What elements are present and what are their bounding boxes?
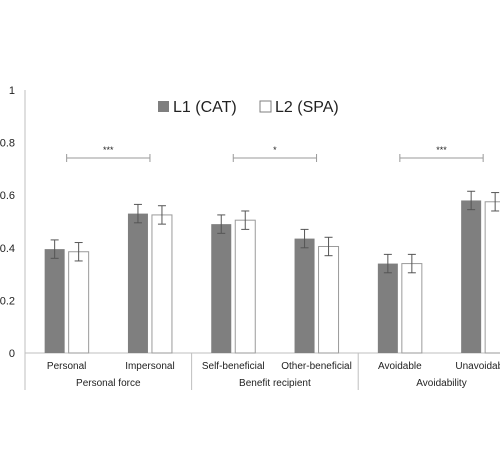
category-label: Impersonal bbox=[125, 361, 174, 372]
bar-l2 bbox=[318, 245, 340, 354]
category-label: Personal bbox=[47, 361, 86, 372]
category-label: Other-beneficial bbox=[281, 361, 352, 372]
y-tick-label: 0 bbox=[9, 348, 15, 360]
bar-l1 bbox=[461, 200, 482, 353]
bar-l1 bbox=[377, 263, 398, 353]
group-label: Benefit recipient bbox=[239, 378, 311, 389]
legend-label: L2 (SPA) bbox=[275, 99, 339, 116]
category-labels: Personal Impersonal Self-beneficial Other-b… bbox=[47, 361, 500, 389]
y-ticks: 0 0.2 0.4 0.6 0.8 1 bbox=[0, 85, 15, 360]
significance-label: *** bbox=[436, 145, 447, 155]
y-tick-label: 0.8 bbox=[0, 138, 15, 150]
significance-label: * bbox=[273, 145, 277, 155]
significance-label: *** bbox=[103, 145, 114, 155]
bar-l2 bbox=[151, 214, 173, 354]
group-label: Personal force bbox=[76, 378, 141, 389]
bars bbox=[44, 200, 500, 354]
bar-l2 bbox=[68, 251, 90, 354]
bar-l1 bbox=[294, 238, 315, 353]
legend-swatch bbox=[158, 101, 169, 112]
bar-l2 bbox=[484, 201, 500, 354]
category-label: Avoidable bbox=[378, 361, 422, 372]
significance-brackets: *** * *** bbox=[66, 145, 484, 162]
bar-l2 bbox=[401, 263, 423, 354]
category-label: Unavoidable bbox=[455, 361, 500, 372]
legend-swatch bbox=[259, 100, 272, 113]
legend-label: L1 (CAT) bbox=[173, 99, 237, 116]
y-tick-label: 0.4 bbox=[0, 243, 15, 255]
axes bbox=[24, 90, 500, 390]
group-label: Avoidability bbox=[416, 378, 466, 389]
bar-l1 bbox=[44, 249, 65, 353]
bar-l1 bbox=[127, 213, 148, 353]
bar-l1 bbox=[211, 224, 232, 353]
y-tick-label: 0.6 bbox=[0, 190, 15, 202]
legend: L1 (CAT) L2 (SPA) bbox=[158, 99, 339, 116]
category-label: Self-beneficial bbox=[202, 361, 265, 372]
error-bars bbox=[50, 190, 500, 274]
bar-l2 bbox=[234, 219, 256, 354]
y-tick-label: 0.2 bbox=[0, 295, 15, 307]
y-tick-label: 1 bbox=[9, 85, 15, 97]
